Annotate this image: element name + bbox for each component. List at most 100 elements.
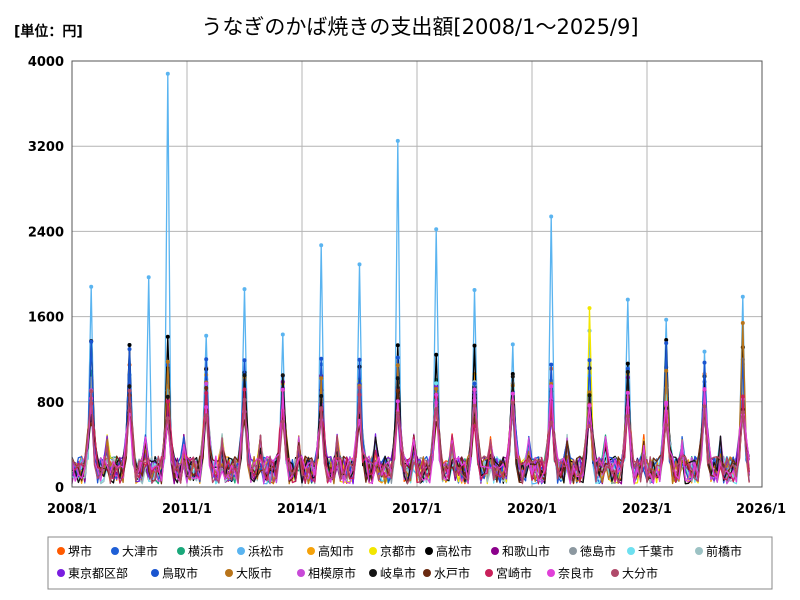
legend-item: 宮崎市 [485,566,532,581]
legend-label: 和歌山市 [502,544,550,559]
legend-item: 前橋市 [695,544,742,559]
data-point [280,332,285,337]
x-tick-label: 2008/1 [47,502,97,517]
legend-item: 横浜市 [177,544,224,559]
data-point [510,391,515,396]
data-point [242,287,247,292]
data-point [472,343,477,348]
data-point [472,387,477,392]
data-point [165,334,170,339]
legend-marker [423,569,431,577]
x-tick-label: 2026/1 [736,502,786,517]
legend-item: 高知市 [307,544,354,559]
legend-marker [307,547,315,555]
unit-label: [単位：円] [14,23,83,40]
legend-label: 横浜市 [188,544,224,559]
legend-item: 和歌山市 [491,544,550,559]
data-point [165,71,170,76]
legend-item: 大津市 [111,544,158,559]
data-point [587,403,592,408]
legend-label: 相模原市 [308,566,356,581]
legend-label: 大阪市 [236,566,272,581]
data-point [702,404,707,409]
legend-marker [111,547,119,555]
data-point [625,414,630,419]
legend-label: 千葉市 [638,544,674,559]
legend-marker [177,547,185,555]
legend-label: 鳥取市 [162,566,198,581]
data-point [395,399,400,404]
data-point [664,317,669,322]
data-point [204,405,209,410]
data-point [395,343,400,348]
data-point [395,363,400,368]
data-point [242,373,247,378]
legend-marker [611,569,619,577]
data-point [472,288,477,292]
data-point [395,411,400,416]
data-point [434,381,439,386]
data-point [472,403,477,408]
data-point [740,410,745,415]
data-point [89,284,94,289]
data-point [204,413,209,418]
data-point [664,400,669,405]
data-point [242,358,247,363]
data-point [510,374,515,379]
data-point [549,420,554,425]
legend-marker [237,547,245,555]
legend-label: 高松市 [436,544,472,559]
data-point [664,368,669,373]
x-tick-label: 2023/1 [622,502,672,517]
data-point [664,423,669,428]
data-point [242,397,247,402]
legend-marker [485,569,493,577]
data-point [165,399,170,404]
data-point [127,347,132,352]
data-point [702,387,707,392]
data-point [549,214,554,219]
data-point [204,357,209,362]
data-point [434,407,439,412]
data-point [587,306,592,311]
legend-marker [569,547,577,555]
legend-label: 水戸市 [434,566,470,581]
data-point [319,394,324,398]
data-point [319,356,324,361]
legend-label: 京都市 [380,544,416,559]
legend-marker [151,569,159,577]
data-point [127,343,132,347]
data-point [280,387,285,392]
data-point [395,138,400,143]
legend-marker [369,569,377,577]
series-大分市 [71,385,750,485]
legend-label: 大津市 [122,544,158,559]
legend-label: 宮崎市 [496,566,532,581]
data-point [664,341,669,346]
data-point [357,385,362,390]
data-point [625,297,630,302]
legend-label: 大分市 [622,566,658,581]
legend-marker [547,569,555,577]
y-tick-label: 3200 [28,140,64,155]
data-point [587,393,592,398]
data-point [549,362,554,367]
data-point [740,394,745,399]
legend-item: 水戸市 [423,566,470,581]
data-point [664,338,669,342]
legend-box [47,536,773,590]
legend-marker [369,547,377,555]
legend-label: 前橋市 [706,544,742,559]
legend-item: 高松市 [425,544,472,559]
data-point [587,424,592,428]
data-point [395,355,400,360]
y-axis: 0 800 1600 2400 3200 4000 [28,55,64,496]
legend-marker [425,547,433,555]
data-point [165,416,170,421]
legend-item: 徳島市 [569,544,616,559]
data-point [204,333,209,338]
data-point [434,352,439,357]
data-point [242,387,247,392]
data-point [510,342,515,347]
